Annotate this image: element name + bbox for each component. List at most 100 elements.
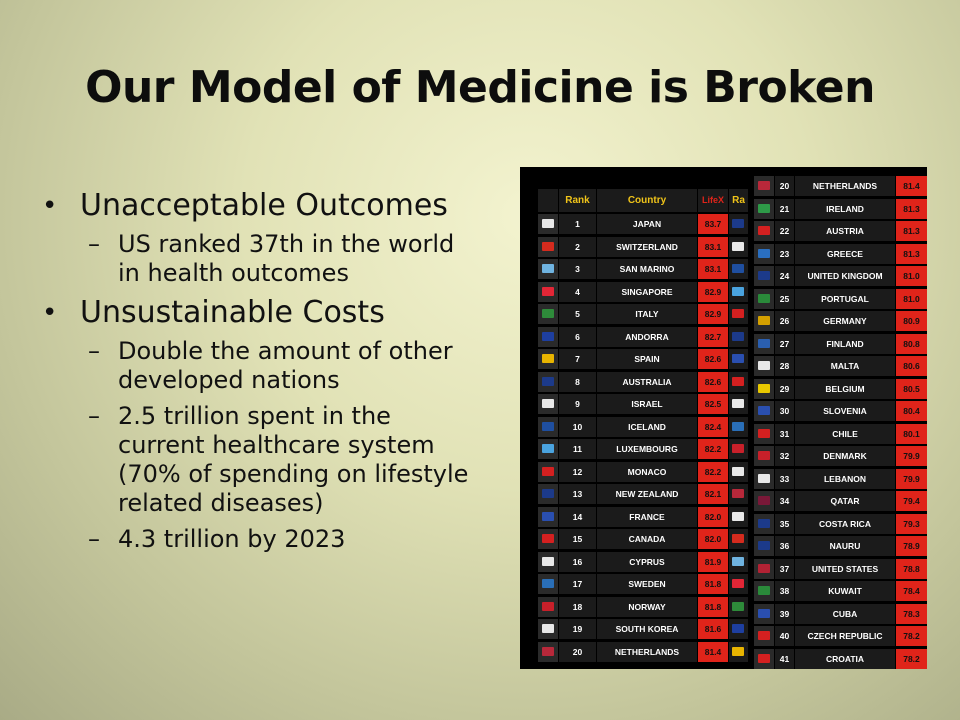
country-cell: GERMANY: [795, 311, 895, 331]
rank-cell: 37: [775, 558, 794, 579]
country-cell: CZECH REPUBLIC: [795, 626, 895, 646]
table-row: 1 JAPAN 83.7: [538, 213, 748, 236]
dash-icon: –: [88, 337, 100, 365]
secondary-flag-icon: [729, 484, 748, 504]
flag-icon: [754, 491, 774, 511]
flag-color-mark: [758, 518, 770, 528]
life-expectancy-cell: 82.6: [698, 349, 728, 369]
rank-cell: 15: [559, 529, 596, 549]
flag-icon: [538, 574, 558, 594]
secondary-flag-icon: [729, 596, 748, 617]
country-cell: ISRAEL: [597, 394, 697, 414]
country-cell: CUBA: [795, 603, 895, 624]
table-row: 38 KUWAIT 78.4: [754, 580, 927, 603]
life-expectancy-cell: 82.0: [698, 506, 728, 527]
country-cell: MONACO: [597, 461, 697, 482]
life-expectancy-table-image: Rank Country LifeX Ra 1 JAPAN 83.7 2 SWITZER…: [520, 167, 927, 669]
rank-header: Rank: [559, 189, 596, 212]
flag-icon: [538, 551, 558, 572]
country-cell: SPAIN: [597, 349, 697, 369]
rank-cell: 4: [559, 281, 596, 302]
flag-color-mark: [758, 361, 770, 370]
flag-color-mark: [732, 309, 744, 318]
life-expectancy-cell: 79.9: [896, 446, 927, 466]
table-row: 40 CZECH REPUBLIC 78.2: [754, 625, 927, 648]
flag-icon: [538, 259, 558, 279]
flag-icon: [754, 378, 774, 399]
country-cell: IRELAND: [795, 198, 895, 219]
table-row: 10 ICELAND 82.4: [538, 416, 748, 439]
life-expectancy-cell: 78.2: [896, 648, 927, 669]
country-cell: NORWAY: [597, 596, 697, 617]
rank-cell: 27: [775, 333, 794, 354]
rank-cell: 14: [559, 506, 596, 527]
rank-cell: 33: [775, 468, 794, 489]
flag-color-mark: [758, 541, 770, 550]
flag-color-mark: [542, 376, 554, 386]
sub-bullet-text: US ranked 37th in the world in health ou…: [118, 230, 455, 287]
table-row: 26 GERMANY 80.9: [754, 310, 927, 333]
secondary-flag-icon: [729, 439, 748, 459]
rank-cell: 41: [775, 648, 794, 669]
secondary-flag-icon: [729, 529, 748, 549]
life-expectancy-cell: 82.9: [698, 304, 728, 324]
secondary-flag-icon: [729, 214, 748, 234]
secondary-flag-icon: [729, 304, 748, 324]
bullet-text: Unacceptable Outcomes: [80, 188, 448, 223]
flag-icon: [754, 198, 774, 219]
dash-icon: –: [88, 402, 100, 430]
flag-icon: [754, 581, 774, 601]
table-row: 7 SPAIN 82.6: [538, 348, 748, 371]
table-row: 4 SINGAPORE 82.9: [538, 281, 748, 304]
life-expectancy-cell: 81.4: [896, 176, 927, 196]
flag-icon: [538, 596, 558, 617]
lifex-header: LifeX: [698, 189, 728, 212]
flag-icon: [754, 243, 774, 264]
flag-color-mark: [758, 473, 770, 483]
flag-color-mark: [732, 286, 744, 296]
flag-icon: [754, 221, 774, 241]
rank-cell: 36: [775, 536, 794, 556]
rank-cell: 3: [559, 259, 596, 279]
bullet-item: • Unacceptable Outcomes: [42, 188, 502, 224]
flag-color-mark: [732, 601, 744, 611]
flag-color-mark: [732, 534, 744, 543]
flag-color-mark: [732, 399, 744, 408]
flag-color-mark: [542, 624, 554, 633]
flag-icon: [754, 401, 774, 421]
flag-color-mark: [758, 563, 770, 573]
country-cell: SWEDEN: [597, 574, 697, 594]
flag-color-mark: [542, 331, 554, 341]
secondary-flag-icon: [729, 281, 748, 302]
flag-color-mark: [758, 451, 770, 460]
bullet-dot-icon: •: [42, 191, 58, 221]
flag-color-mark: [758, 271, 770, 280]
flag-color-mark: [732, 264, 744, 273]
flag-icon: [754, 311, 774, 331]
country-cell: ITALY: [597, 304, 697, 324]
flag-icon: [538, 281, 558, 302]
slide-title: Our Model of Medicine is Broken: [85, 62, 875, 113]
table-header: Rank Country LifeX Ra: [538, 189, 748, 212]
country-cell: NETHERLANDS: [597, 641, 697, 662]
country-cell: UNITED KINGDOM: [795, 266, 895, 286]
secondary-flag-icon: [729, 506, 748, 527]
table-row: 18 NORWAY 81.8: [538, 596, 748, 619]
life-expectancy-cell: 78.8: [896, 558, 927, 579]
flag-icon: [754, 558, 774, 579]
rank-cell: 20: [559, 641, 596, 662]
rank-cell: 26: [775, 311, 794, 331]
life-expectancy-cell: 81.8: [698, 596, 728, 617]
flag-header-cell: [538, 189, 558, 212]
table-row: 24 UNITED KINGDOM 81.0: [754, 265, 927, 288]
flag-color-mark: [542, 489, 554, 498]
flag-color-mark: [758, 631, 770, 640]
flag-color-mark: [542, 264, 554, 273]
country-cell: SINGAPORE: [597, 281, 697, 302]
rank-cell: 16: [559, 551, 596, 572]
flag-color-mark: [758, 293, 770, 303]
rank-cell: 40: [775, 626, 794, 646]
table-row: 16 CYPRUS 81.9: [538, 551, 748, 574]
life-expectancy-cell: 78.3: [896, 603, 927, 624]
country-cell: KUWAIT: [795, 581, 895, 601]
